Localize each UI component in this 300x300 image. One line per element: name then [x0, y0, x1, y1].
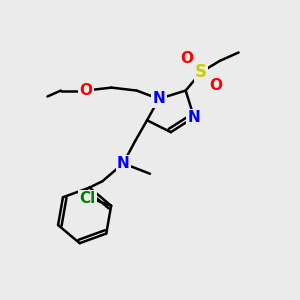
Text: N: N — [117, 156, 130, 171]
Text: S: S — [195, 63, 207, 81]
Text: O: O — [80, 83, 93, 98]
Text: O: O — [209, 78, 223, 93]
Text: Cl: Cl — [79, 191, 95, 206]
Text: N: N — [188, 110, 200, 125]
Text: O: O — [180, 51, 193, 66]
Text: N: N — [152, 92, 165, 106]
